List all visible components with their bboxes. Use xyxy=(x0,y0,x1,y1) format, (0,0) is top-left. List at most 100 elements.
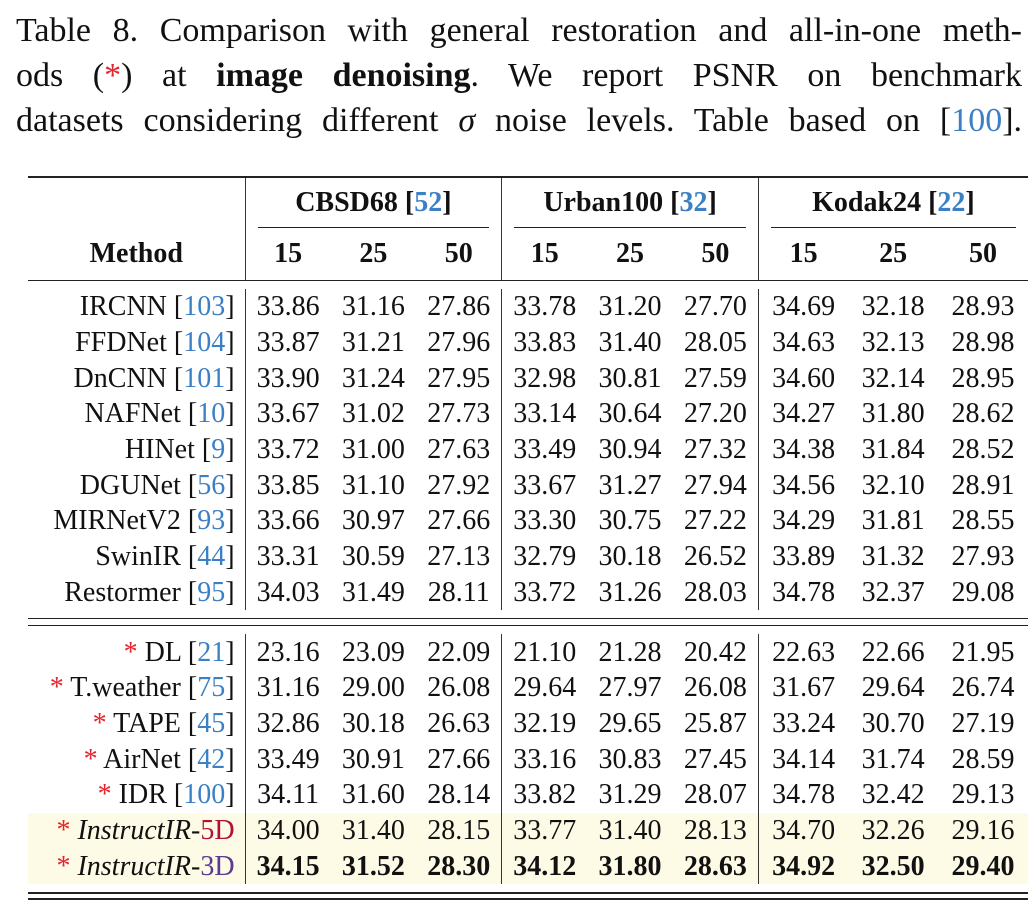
psnr-value: 28.55 xyxy=(951,505,1015,537)
citation-link[interactable]: 100 xyxy=(951,102,1003,139)
table-row: * InstructIR-5D 34.00 31.40 28.15 33.77 31.40… xyxy=(28,812,1028,849)
table-row: MIRNetV2 [93] 33.66 30.97 27.66 33.30 30.75 27… xyxy=(28,503,1028,539)
psnr-value: 29.08 xyxy=(951,576,1015,608)
citation-link[interactable]: 75 xyxy=(197,672,226,704)
citation-link[interactable]: 104 xyxy=(183,327,226,359)
psnr-value: 32.18 xyxy=(861,291,925,323)
psnr-value: 21.10 xyxy=(501,634,588,670)
citation-link[interactable]: 9 xyxy=(211,434,226,466)
psnr-value: 31.21 xyxy=(341,327,405,359)
psnr-value: 31.02 xyxy=(341,398,405,430)
psnr-value: 28.52 xyxy=(951,434,1015,466)
psnr-value: 27.45 xyxy=(683,743,747,775)
psnr-value: 33.16 xyxy=(501,741,588,777)
psnr-value: 33.82 xyxy=(501,776,588,813)
psnr-value: 33.30 xyxy=(501,503,588,539)
psnr-value: 33.89 xyxy=(757,538,849,575)
psnr-value: 28.07 xyxy=(683,779,747,811)
psnr-value: 33.31 xyxy=(244,538,331,575)
psnr-value: 28.15 xyxy=(416,812,502,849)
citation-link[interactable]: 95 xyxy=(197,576,226,608)
psnr-value: 28.05 xyxy=(683,327,747,359)
citation-link[interactable]: 44 xyxy=(197,541,226,573)
psnr-value: 25.87 xyxy=(683,707,747,739)
header-row-datasets: CBSD68 [52] Urban100 [32] Kodak24 [22] xyxy=(28,177,1028,228)
table-row: * DL [21] 23.16 23.09 22.09 21.10 21.28 20.42 2… xyxy=(28,634,1028,670)
citation-link[interactable]: 52 xyxy=(414,187,443,218)
psnr-value: 31.80 xyxy=(587,848,673,884)
citation-link[interactable]: 22 xyxy=(937,187,966,218)
psnr-value: 31.80 xyxy=(861,398,925,430)
psnr-value: 31.20 xyxy=(598,291,662,323)
star-marker: * xyxy=(56,850,71,882)
table-caption-line-3: datasets considering different σ noise l… xyxy=(16,102,1023,139)
psnr-value: 30.18 xyxy=(341,707,405,739)
psnr-value: 28.11 xyxy=(427,576,490,608)
method-name: DnCNN [101] xyxy=(73,362,235,394)
method-name: * DL [21] xyxy=(123,636,235,668)
psnr-value: 32.50 xyxy=(848,848,939,884)
citation-link[interactable]: 45 xyxy=(197,707,226,739)
method-name: * IDR [100] xyxy=(97,779,235,811)
psnr-value: 33.49 xyxy=(244,741,331,777)
citation-link[interactable]: 21 xyxy=(197,636,226,668)
citation-link[interactable]: 56 xyxy=(197,469,226,501)
psnr-value: 32.98 xyxy=(501,360,588,397)
star-marker: * xyxy=(49,672,64,704)
sigma-header: 50 xyxy=(416,228,502,281)
citation-link[interactable]: 93 xyxy=(197,505,226,537)
psnr-value: 27.66 xyxy=(427,505,491,537)
sigma-header: 15 xyxy=(244,228,331,281)
table-rule xyxy=(28,618,1028,627)
sigma-header: 25 xyxy=(587,228,673,281)
table-row: * AirNet [42] 33.49 30.91 27.66 33.16 30.83 27… xyxy=(28,741,1028,777)
citation-link[interactable]: 32 xyxy=(679,187,708,218)
psnr-value: 31.60 xyxy=(341,779,405,811)
psnr-value: 22.66 xyxy=(861,636,925,668)
psnr-value: 32.42 xyxy=(861,779,925,811)
citation-link[interactable]: 10 xyxy=(197,398,226,430)
psnr-value: 32.26 xyxy=(848,812,939,849)
psnr-value: 34.00 xyxy=(244,812,331,849)
psnr-value: 34.70 xyxy=(757,812,849,849)
psnr-value: 34.15 xyxy=(244,848,331,884)
psnr-value: 30.97 xyxy=(341,505,405,537)
method-name: NAFNet [10] xyxy=(84,398,235,430)
table-caption-line-1: Table 8. Comparison with general restora… xyxy=(16,12,1022,49)
psnr-value: 28.63 xyxy=(672,848,759,884)
citation-link[interactable]: 100 xyxy=(183,779,226,811)
psnr-value: 28.91 xyxy=(951,469,1015,501)
psnr-value: 32.14 xyxy=(861,362,925,394)
method-name: Restormer [95] xyxy=(64,576,235,608)
psnr-value: 29.64 xyxy=(501,669,588,706)
sigma-header: 25 xyxy=(848,228,939,281)
table-row: NAFNet [10] 33.67 31.02 27.73 33.14 30.64 27.2… xyxy=(28,396,1028,432)
star-marker: * xyxy=(92,707,107,739)
citation-link[interactable]: 103 xyxy=(183,291,226,323)
header-row-sigma: Method 15 25 50 15 25 50 15 25 50 xyxy=(28,228,1028,281)
psnr-value: 31.29 xyxy=(598,779,662,811)
psnr-value: 33.78 xyxy=(501,289,588,325)
psnr-value: 21.28 xyxy=(598,636,662,668)
psnr-value: 28.93 xyxy=(951,291,1015,323)
citation-link[interactable]: 42 xyxy=(197,743,226,775)
psnr-value: 30.64 xyxy=(598,398,662,430)
psnr-value: 31.49 xyxy=(341,576,405,608)
psnr-value: 30.18 xyxy=(598,541,662,573)
psnr-value: 34.12 xyxy=(501,848,588,884)
psnr-value: 34.60 xyxy=(757,360,849,397)
table-row: DnCNN [101] 33.90 31.24 27.95 32.98 30.81 27.5… xyxy=(28,360,1028,397)
psnr-value: 27.22 xyxy=(683,505,747,537)
psnr-value: 32.13 xyxy=(861,327,925,359)
method-name: MIRNetV2 [93] xyxy=(53,505,235,537)
psnr-value: 22.09 xyxy=(427,636,491,668)
psnr-value: 33.14 xyxy=(501,396,588,432)
psnr-value: 26.08 xyxy=(427,672,491,704)
method-name: DGUNet [56] xyxy=(79,469,235,501)
psnr-value: 27.66 xyxy=(427,743,491,775)
citation-link[interactable]: 101 xyxy=(183,362,226,394)
psnr-value: 28.59 xyxy=(951,743,1015,775)
psnr-value: 31.74 xyxy=(861,743,925,775)
table-rule xyxy=(28,281,1028,290)
psnr-value: 31.00 xyxy=(341,434,405,466)
